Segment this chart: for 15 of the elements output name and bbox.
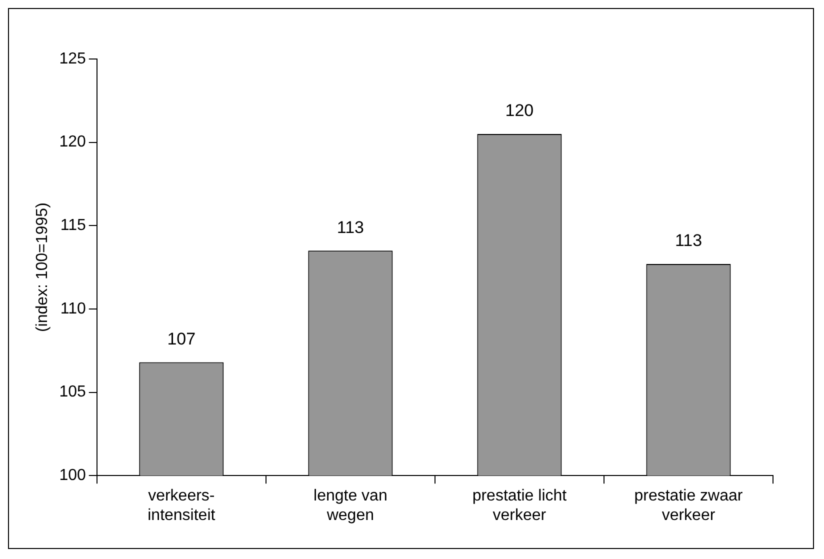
y-tick-label: 105: [59, 384, 86, 401]
y-tick-label: 110: [60, 300, 86, 318]
data-label: 107: [167, 329, 196, 348]
y-tick-label: 100: [59, 467, 86, 484]
y-tick-label: 125: [59, 50, 86, 68]
x-tick-label: verkeers- intensiteit: [148, 488, 216, 524]
x-tick-label: lengte van wegen: [314, 488, 388, 524]
x-tick-label: prestatie zwaar verkeer: [634, 488, 744, 524]
y-tick-label: 120: [59, 134, 86, 151]
y-axis-title: (index: 100=1995): [34, 202, 52, 332]
data-label: 120: [505, 101, 534, 120]
data-label: 113: [674, 231, 702, 250]
x-tick-label: prestatie licht verkeer: [472, 488, 568, 524]
data-label: 113: [336, 218, 364, 237]
y-tick-label: 115: [60, 217, 86, 234]
